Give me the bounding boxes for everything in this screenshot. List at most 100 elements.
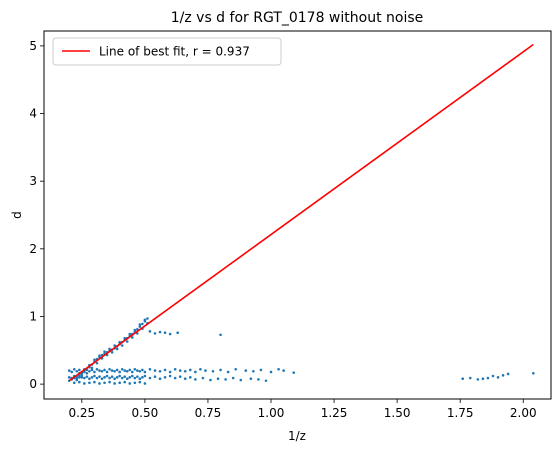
scatter-point-70 [88,369,91,373]
scatter-point-186 [176,331,179,335]
scatter-point-176 [123,380,127,384]
scatter-point-158 [209,378,212,382]
scatter-point-144 [138,377,142,381]
scatter-point-185 [168,332,172,336]
scatter-point-90 [138,369,142,373]
scatter-point-63 [70,370,74,374]
scatter-point-44 [133,328,137,332]
scatter-point-172 [103,381,106,385]
scatter-point-195 [501,374,505,377]
scatter-point-165 [264,379,268,383]
scatter-point-130 [103,376,106,379]
scatter-point-160 [224,378,227,381]
scatter-point-191 [481,377,485,381]
scatter-point-64 [72,367,76,371]
scatter-point-152 [173,376,177,380]
scatter-point-81 [115,368,119,372]
scatter-point-77 [105,370,109,374]
scatter-point-37 [98,354,101,358]
scatter-point-196 [506,372,510,376]
scatter-point-79 [110,369,114,372]
scatter-point-89 [136,369,139,372]
scatter-point-86 [128,368,132,372]
scatter-point-169 [88,381,91,385]
scatter-point-100 [183,369,187,373]
scatter-point-142 [133,376,137,380]
scatter-point-82 [118,370,121,374]
scatter-point-167 [78,380,81,384]
y-tick-label: 0 [29,377,37,391]
scatter-point-28 [138,325,142,328]
scatter-point-55 [115,347,119,351]
scatter-point-36 [93,358,96,362]
x-tick-label: 1.25 [321,406,348,420]
scatter-point-168 [83,382,86,385]
scatter-point-104 [204,369,207,372]
best-fit-line [68,43,534,382]
scatter-point-123 [85,375,89,378]
scatter-point-49 [85,371,89,375]
scatter-point-102 [194,370,197,374]
scatter-point-87 [130,370,134,374]
scatter-point-154 [183,377,187,381]
x-tick-label: 0.75 [195,406,222,420]
scatter-point-120 [78,376,81,379]
scatter-point-103 [199,367,202,371]
y-axis-label: d [10,211,24,219]
scatter-point-193 [491,374,495,378]
scatter-point-113 [277,367,280,371]
scatter-point-78 [108,367,111,371]
scatter-point-139 [125,377,129,381]
y-tick-label: 4 [29,107,37,121]
scatter-point-192 [486,376,490,380]
scatter-point-179 [138,380,142,384]
scatter-point-46 [143,318,147,322]
scatter-point-96 [163,368,167,372]
scatter-point-140 [128,376,132,379]
scatter-point-182 [153,332,157,335]
scatter-point-150 [163,376,167,379]
scatter-point-155 [189,376,192,379]
scatter-point-132 [108,376,111,380]
scatter-point-184 [163,331,167,335]
scatter-point-153 [178,375,182,378]
scatter-point-119 [75,377,79,381]
scatter-point-92 [143,370,147,374]
scatter-point-145 [141,376,144,379]
scatter-point-127 [95,376,99,380]
scatter-point-170 [93,380,96,384]
scatter-point-91 [141,368,144,372]
scatter-point-111 [259,368,263,372]
scatter-point-31 [146,317,149,320]
scatter-point-85 [125,369,129,373]
x-tick-label: 0.25 [68,406,95,420]
scatter-point-54 [110,351,114,354]
scatter-point-188 [461,377,465,381]
best-fit-line-layer [68,43,534,382]
x-tick-label: 0.50 [132,406,159,420]
scatter-point-112 [269,370,273,374]
scatter-point-197 [532,371,535,375]
scatter-point-106 [219,368,222,372]
scatter-point-166 [72,381,76,385]
scatter-point-138 [123,375,127,378]
scatter-point-43 [128,332,132,336]
scatter-point-141 [130,374,134,378]
scatter-point-80 [113,369,116,373]
x-axis-ticks: 0.25 0.50 0.75 1.00 1.25 1.50 1.75 2.00 [68,399,537,420]
y-tick-label: 3 [29,174,37,188]
scatter-point-45 [138,323,142,326]
x-tick-label: 1.50 [384,406,411,420]
scatter-point-50 [90,366,94,370]
scatter-point-84 [123,369,127,372]
scatter-point-99 [178,369,182,372]
scatter-point-121 [80,374,84,378]
scatter-point-143 [136,375,139,378]
scatter-point-98 [173,367,177,371]
scatter-point-137 [120,376,124,380]
scatter-point-131 [105,374,109,378]
scatter-point-76 [103,368,106,372]
scatter-point-95 [158,369,162,373]
scatter-point-74 [98,369,101,372]
scatter-point-94 [153,369,157,372]
